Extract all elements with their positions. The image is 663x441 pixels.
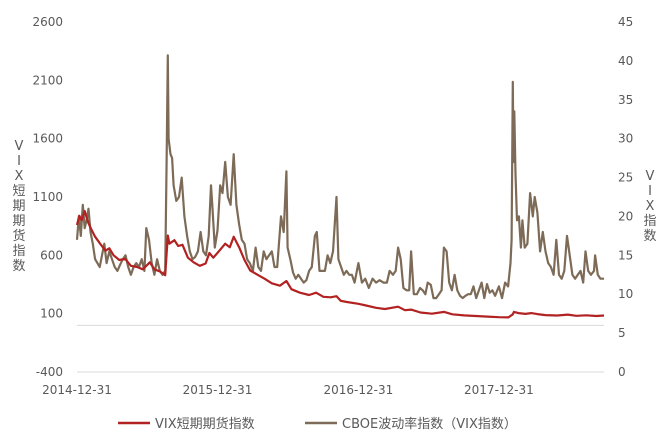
series-line-vix-futures bbox=[75, 209, 605, 319]
left-tick-label: 1100 bbox=[32, 190, 63, 204]
left-tick-label: 1600 bbox=[32, 132, 63, 146]
x-axis-ticks: 2014-12-31 2015-12-31 2016-12-31 2017-12-31 bbox=[42, 383, 534, 397]
left-tick-label: 600 bbox=[40, 248, 63, 262]
right-tick-label: 40 bbox=[618, 54, 633, 68]
left-tick-label: 2100 bbox=[32, 73, 63, 87]
left-axis-title: V I X 短期期货指数 bbox=[12, 139, 25, 274]
left-tick-label: 2600 bbox=[32, 15, 63, 29]
right-axis-title: V I X 指数 bbox=[643, 169, 656, 244]
right-tick-label: 20 bbox=[618, 209, 633, 223]
right-tick-label: 5 bbox=[618, 326, 626, 340]
right-tick-label: 35 bbox=[618, 93, 633, 107]
x-tick-label: 2014-12-31 bbox=[42, 383, 112, 397]
left-tick-label: 100 bbox=[40, 307, 63, 321]
right-tick-label: 10 bbox=[618, 287, 633, 301]
legend: VIX短期期货指数 CBOE波动率指数（VIX指数） bbox=[118, 416, 517, 432]
x-tick-label: 2017-12-31 bbox=[464, 383, 534, 397]
right-tick-label: 0 bbox=[618, 365, 626, 379]
right-tick-label: 15 bbox=[618, 248, 633, 262]
series-layer bbox=[75, 54, 605, 319]
left-tick-label: -400 bbox=[36, 365, 63, 379]
right-tick-label: 45 bbox=[618, 15, 633, 29]
legend-label-vix-futures: VIX短期期货指数 bbox=[155, 416, 255, 432]
right-axis-ticks: 0 5 10 15 20 25 30 35 40 45 bbox=[618, 15, 633, 379]
right-tick-label: 30 bbox=[618, 132, 633, 146]
x-tick-label: 2016-12-31 bbox=[324, 383, 394, 397]
x-tick-label: 2015-12-31 bbox=[183, 383, 253, 397]
right-tick-label: 25 bbox=[618, 171, 633, 185]
left-axis-ticks: -400 100 600 1100 1600 2100 2600 bbox=[32, 15, 63, 379]
legend-label-cboe-vix: CBOE波动率指数（VIX指数） bbox=[342, 416, 517, 432]
series-line-cboe-vix bbox=[75, 54, 604, 300]
